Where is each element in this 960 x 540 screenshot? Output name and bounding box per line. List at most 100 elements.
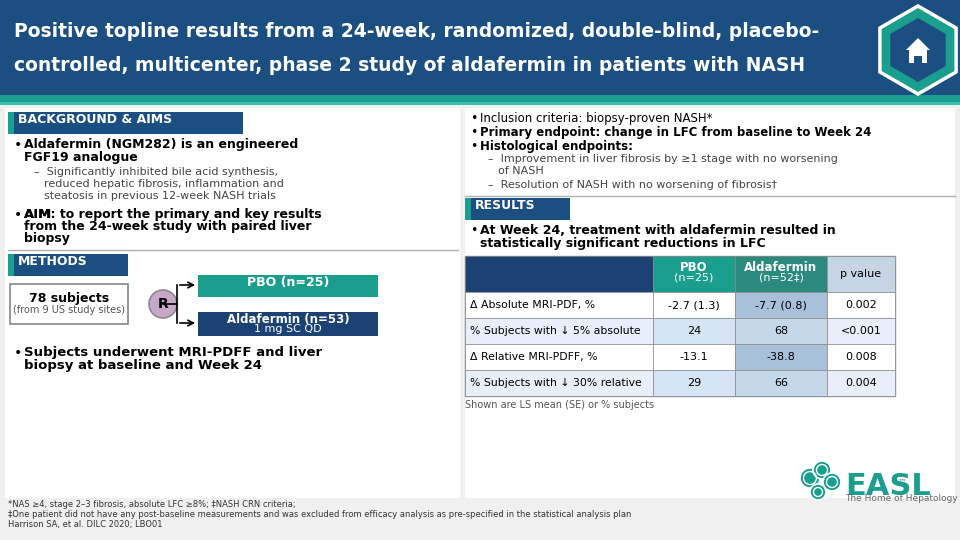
FancyBboxPatch shape [8,112,14,134]
FancyBboxPatch shape [653,370,735,396]
Text: AIM: to report the primary and key results: AIM: to report the primary and key resul… [24,208,322,221]
Text: Inclusion criteria: biopsy-proven NASH*: Inclusion criteria: biopsy-proven NASH* [480,112,712,125]
Circle shape [800,468,820,488]
Text: •: • [14,208,22,222]
Text: RESULTS: RESULTS [475,199,536,212]
Text: PBO: PBO [681,261,708,274]
Text: Primary endpoint: change in LFC from baseline to Week 24: Primary endpoint: change in LFC from bas… [480,126,872,139]
Text: biopsy at baseline and Week 24: biopsy at baseline and Week 24 [24,359,262,372]
Text: •: • [14,346,22,360]
Text: from the 24-week study with paired liver: from the 24-week study with paired liver [24,220,311,233]
Text: –  Significantly inhibited bile acid synthesis,: – Significantly inhibited bile acid synt… [34,167,278,177]
Text: -2.7 (1.3): -2.7 (1.3) [668,300,720,310]
Circle shape [813,461,831,479]
Text: steatosis in previous 12-week NASH trials: steatosis in previous 12-week NASH trial… [44,191,276,201]
Text: 0.008: 0.008 [845,352,876,362]
Text: 0.002: 0.002 [845,300,876,310]
Text: -7.7 (0.8): -7.7 (0.8) [756,300,807,310]
Text: At Week 24, treatment with aldafermin resulted in: At Week 24, treatment with aldafermin re… [480,224,836,237]
FancyBboxPatch shape [653,318,735,344]
FancyBboxPatch shape [465,292,653,318]
Circle shape [810,484,826,500]
Text: Aldafermin (NGM282) is an engineered: Aldafermin (NGM282) is an engineered [24,138,299,151]
FancyBboxPatch shape [827,370,895,396]
Text: (n=52‡): (n=52‡) [758,273,804,283]
Text: Δ Relative MRI-PDFF, %: Δ Relative MRI-PDFF, % [470,352,597,362]
Text: (from 9 US study sites): (from 9 US study sites) [13,305,125,315]
FancyBboxPatch shape [653,256,735,292]
FancyBboxPatch shape [653,292,735,318]
FancyBboxPatch shape [465,318,653,344]
Text: •: • [470,112,477,125]
FancyBboxPatch shape [735,344,827,370]
Text: Subjects underwent MRI-PDFF and liver: Subjects underwent MRI-PDFF and liver [24,346,323,359]
Text: *NAS ≥4, stage 2–3 fibrosis, absolute LFC ≥8%; ‡NASH CRN criteria;: *NAS ≥4, stage 2–3 fibrosis, absolute LF… [8,500,296,509]
FancyBboxPatch shape [735,318,827,344]
Circle shape [149,290,177,318]
FancyBboxPatch shape [909,50,927,63]
FancyBboxPatch shape [10,284,128,324]
Text: % Subjects with ↓ 30% relative: % Subjects with ↓ 30% relative [470,378,641,388]
Text: Shown are LS mean (SE) or % subjects: Shown are LS mean (SE) or % subjects [465,400,654,410]
FancyBboxPatch shape [465,198,471,220]
Text: •: • [470,126,477,139]
Text: •: • [470,140,477,153]
FancyBboxPatch shape [735,370,827,396]
Circle shape [823,473,841,491]
FancyBboxPatch shape [735,292,827,318]
Text: R: R [157,297,168,311]
FancyBboxPatch shape [653,344,735,370]
Text: -38.8: -38.8 [767,352,796,362]
Text: –  Resolution of NASH with no worsening of fibrosis†: – Resolution of NASH with no worsening o… [488,180,777,190]
Text: 68: 68 [774,326,788,336]
FancyBboxPatch shape [914,56,922,64]
Text: •: • [470,224,477,237]
FancyBboxPatch shape [8,254,128,276]
FancyBboxPatch shape [465,256,895,396]
Text: FGF19 analogue: FGF19 analogue [24,151,137,164]
Text: biopsy: biopsy [24,232,70,245]
FancyBboxPatch shape [735,256,827,292]
Text: ‡One patient did not have any post-baseline measurements and was excluded from e: ‡One patient did not have any post-basel… [8,510,632,519]
Text: METHODS: METHODS [18,255,87,268]
FancyBboxPatch shape [827,256,895,292]
Polygon shape [890,18,946,82]
Text: of NASH: of NASH [498,166,543,176]
Text: % Subjects with ↓ 5% absolute: % Subjects with ↓ 5% absolute [470,326,640,336]
Text: AIM: AIM [24,208,53,221]
FancyBboxPatch shape [827,318,895,344]
Text: –  Improvement in liver fibrosis by ≥1 stage with no worsening: – Improvement in liver fibrosis by ≥1 st… [488,154,838,164]
FancyBboxPatch shape [8,254,14,276]
Text: (n=25): (n=25) [674,273,713,283]
Text: Aldafermin: Aldafermin [744,261,818,274]
Polygon shape [906,38,930,50]
Text: statistically significant reductions in LFC: statistically significant reductions in … [480,237,766,250]
FancyBboxPatch shape [465,108,955,498]
Text: •: • [14,138,22,152]
Text: 29: 29 [686,378,701,388]
Polygon shape [880,6,956,94]
Text: 78 subjects: 78 subjects [29,292,109,305]
Text: 0.004: 0.004 [845,378,876,388]
Text: Histological endpoints:: Histological endpoints: [480,140,633,153]
Text: Δ Absolute MRI-PDF, %: Δ Absolute MRI-PDF, % [470,300,595,310]
FancyBboxPatch shape [0,95,960,102]
Text: EASL: EASL [845,472,931,501]
FancyBboxPatch shape [827,344,895,370]
FancyBboxPatch shape [198,312,378,336]
Text: PBO (n=25): PBO (n=25) [247,276,329,289]
Text: reduced hepatic fibrosis, inflammation and: reduced hepatic fibrosis, inflammation a… [44,179,284,189]
Text: ™: ™ [898,478,906,487]
FancyBboxPatch shape [5,108,460,498]
FancyBboxPatch shape [827,292,895,318]
FancyBboxPatch shape [0,0,960,95]
Text: p value: p value [840,269,881,279]
Text: Positive topline results from a 24-week, randomized, double-blind, placebo-: Positive topline results from a 24-week,… [14,22,819,41]
Text: controlled, multicenter, phase 2 study of aldafermin in patients with NASH: controlled, multicenter, phase 2 study o… [14,56,805,75]
Text: 1 mg SC QD: 1 mg SC QD [254,324,322,334]
FancyBboxPatch shape [0,102,960,105]
Text: -13.1: -13.1 [680,352,708,362]
FancyBboxPatch shape [465,198,570,220]
FancyBboxPatch shape [465,344,653,370]
FancyBboxPatch shape [8,112,243,134]
